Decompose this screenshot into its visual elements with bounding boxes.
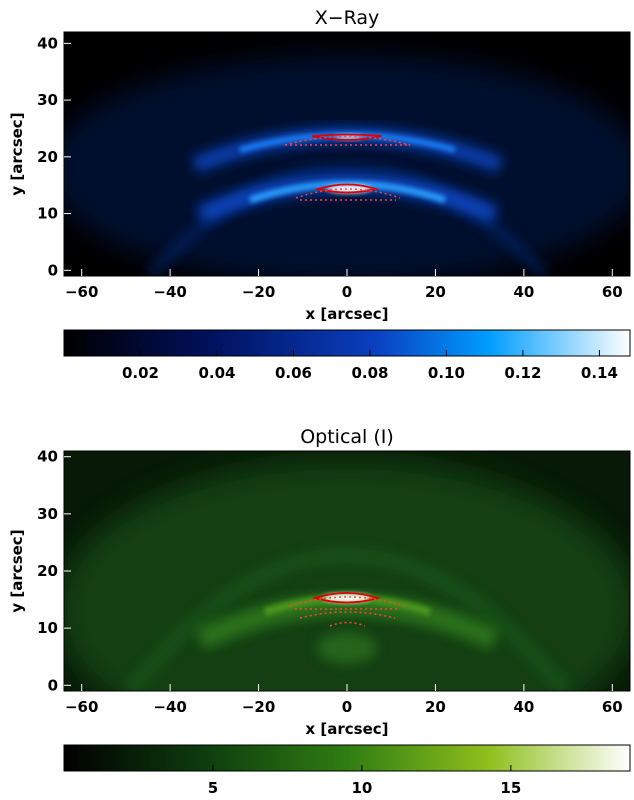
optical-colorbar-tick-label: 5: [208, 779, 218, 797]
optical-x-tick-label: 20: [425, 698, 446, 716]
xray-y-tick-label: 10: [37, 205, 58, 223]
xray-outer-arc: [146, 163, 549, 276]
optical-inner-arc: [195, 594, 500, 650]
xray-y-axis-label: y [arcsec]: [8, 112, 26, 195]
xray-title: X−Ray: [315, 7, 380, 29]
xray-colorbar-tick-label: 0.12: [504, 364, 541, 382]
xray-colorbar-tick-label: 0.10: [428, 364, 465, 382]
xray-image: [64, 55, 630, 276]
xray-y-ticks: 0 10 20 30 40: [37, 34, 71, 279]
optical-x-tick-label: 0: [342, 698, 352, 716]
xray-contour-dashed-3: [295, 188, 401, 199]
optical-y-tick-label: 40: [37, 448, 58, 466]
xray-contour-solid-lower: [314, 183, 380, 194]
optical-outer-arc: [124, 548, 571, 691]
optical-y-tick-label: 0: [48, 676, 58, 694]
optical-colorbar-tick-label: 15: [500, 779, 521, 797]
xray-y-tick-label: 40: [37, 34, 58, 52]
xray-y-tick-label: 30: [37, 91, 58, 109]
optical-x-tick-label: 60: [602, 698, 623, 716]
xray-upper-core: [335, 134, 363, 140]
xray-contour-solid-upper: [311, 133, 383, 141]
xray-x-tick-label: 40: [513, 283, 534, 301]
xray-colorbar: [63, 329, 631, 357]
xray-y-tick-label: 20: [37, 148, 58, 166]
optical-contour-solid: [311, 592, 382, 604]
xray-colorbar-ticks: 0.02 0.04 0.06 0.08 0.10 0.12 0.14: [122, 350, 618, 382]
xray-x-tick-label: −40: [153, 283, 186, 301]
optical-core: [323, 593, 371, 603]
xray-x-tick-label: 0: [342, 283, 352, 301]
optical-y-axis-label: y [arcsec]: [8, 529, 26, 612]
optical-y-ticks: 0 10 20 30 40: [37, 448, 71, 694]
xray-panel: X−Ray −60 −40 −20 0 20 40 60 0 10 20 30 40 x [arcs…: [8, 7, 631, 382]
optical-x-tick-label: −60: [65, 698, 98, 716]
xray-x-tick-label: −20: [242, 283, 275, 301]
optical-panel: Optical (I) −60 −40 −20 0 20 40 60 0 10 20 30 40 x…: [8, 426, 631, 797]
optical-x-tick-label: −40: [153, 698, 186, 716]
optical-x-axis-label: x [arcsec]: [305, 720, 388, 738]
optical-colorbar-ticks: 5 10 15: [208, 765, 521, 797]
xray-x-tick-label: 60: [602, 283, 623, 301]
xray-colorbar-tick-label: 0.14: [581, 364, 618, 382]
optical-y-tick-label: 30: [37, 505, 58, 523]
optical-contour-dashed-3: [299, 611, 396, 619]
xray-x-ticks: −60 −40 −20 0 20 40 60: [65, 269, 623, 301]
optical-y-tick-label: 10: [37, 619, 58, 637]
xray-colorbar-tick-label: 0.08: [351, 364, 388, 382]
xray-x-tick-label: 20: [425, 283, 446, 301]
optical-x-tick-label: 40: [513, 698, 534, 716]
optical-title: Optical (I): [300, 426, 394, 448]
xray-x-tick-label: −60: [65, 283, 98, 301]
xray-y-tick-label: 0: [48, 261, 58, 279]
xray-colorbar-tick-label: 0.06: [275, 364, 312, 382]
xray-colorbar-tick-label: 0.04: [198, 364, 235, 382]
xray-x-axis-label: x [arcsec]: [305, 305, 388, 323]
optical-x-ticks: −60 −40 −20 0 20 40 60: [65, 684, 623, 716]
optical-image: [64, 460, 630, 691]
xray-colorbar-tick-label: 0.02: [122, 364, 159, 382]
optical-colorbar: [63, 744, 631, 772]
optical-x-tick-label: −20: [242, 698, 275, 716]
optical-center-glow: [317, 632, 377, 664]
optical-y-tick-label: 20: [37, 562, 58, 580]
optical-colorbar-tick-label: 10: [351, 779, 372, 797]
